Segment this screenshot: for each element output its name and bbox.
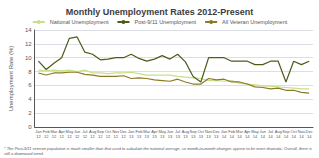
svg-text:Oct: Oct	[197, 129, 204, 134]
svg-text:13: 13	[144, 134, 149, 139]
svg-text:14: 14	[268, 134, 273, 139]
svg-text:13: 13	[168, 134, 173, 139]
svg-text:Dec: Dec	[212, 129, 220, 134]
svg-text:Aug: Aug	[181, 129, 189, 134]
svg-text:12: 12	[52, 134, 57, 139]
svg-text:Jun: Jun	[166, 129, 174, 134]
svg-text:8: 8	[28, 69, 32, 75]
svg-text:13: 13	[129, 134, 134, 139]
svg-text:12: 12	[106, 134, 111, 139]
svg-text:13: 13	[191, 134, 196, 139]
svg-text:Jul: Jul	[267, 129, 273, 134]
svg-text:Dec: Dec	[120, 129, 128, 134]
svg-text:Dec: Dec	[305, 129, 313, 134]
svg-text:Mar: Mar	[143, 129, 151, 134]
svg-text:Apr: Apr	[244, 129, 251, 134]
svg-text:14: 14	[245, 134, 250, 139]
svg-text:Sep: Sep	[96, 129, 104, 134]
svg-text:May: May	[158, 129, 166, 134]
svg-text:12: 12	[114, 134, 119, 139]
svg-text:Post-9/11 Unemployment: Post-9/11 Unemployment	[134, 19, 196, 25]
svg-text:14: 14	[276, 134, 281, 139]
svg-text:Feb: Feb	[42, 129, 50, 134]
svg-text:Jan: Jan	[128, 129, 135, 134]
svg-text:Unemployment Rate (%): Unemployment Rate (%)	[8, 46, 14, 112]
svg-text:13: 13	[183, 134, 188, 139]
svg-text:Aug: Aug	[274, 129, 282, 134]
svg-text:14: 14	[284, 134, 289, 139]
svg-text:Apr: Apr	[58, 129, 65, 134]
svg-text:14: 14	[261, 134, 266, 139]
svg-text:10: 10	[25, 55, 32, 61]
svg-text:12: 12	[36, 134, 41, 139]
svg-text:2: 2	[28, 110, 32, 116]
svg-text:12: 12	[83, 134, 88, 139]
svg-text:12: 12	[98, 134, 103, 139]
svg-text:12: 12	[67, 134, 72, 139]
svg-text:14: 14	[230, 134, 235, 139]
svg-text:Nov: Nov	[297, 129, 305, 134]
svg-text:Feb: Feb	[228, 129, 236, 134]
svg-text:* The Post-9/11 veteran popula: * The Post-9/11 veteran population is mu…	[4, 146, 312, 151]
svg-text:Oct: Oct	[290, 129, 297, 134]
svg-text:Monthly Unemployment Rates 201: Monthly Unemployment Rates 2012-Present	[66, 7, 254, 17]
svg-text:Jul: Jul	[175, 129, 181, 134]
svg-text:12: 12	[75, 134, 80, 139]
svg-text:Mar: Mar	[50, 129, 58, 134]
svg-text:14: 14	[299, 134, 304, 139]
svg-text:6: 6	[28, 82, 32, 88]
svg-text:14: 14	[222, 134, 227, 139]
svg-text:Jun: Jun	[259, 129, 266, 134]
svg-text:13: 13	[160, 134, 165, 139]
svg-text:Jun: Jun	[73, 129, 81, 134]
svg-text:13: 13	[206, 134, 211, 139]
svg-text:Sep: Sep	[282, 129, 290, 134]
svg-text:Nov: Nov	[205, 129, 213, 134]
svg-text:still a downward trend.: still a downward trend.	[4, 151, 44, 156]
svg-text:Jul: Jul	[82, 129, 88, 134]
svg-text:13: 13	[199, 134, 204, 139]
svg-text:13: 13	[137, 134, 142, 139]
svg-text:12: 12	[90, 134, 95, 139]
svg-text:All Veteran Unemployment: All Veteran Unemployment	[222, 19, 288, 25]
svg-text:Jan: Jan	[35, 129, 42, 134]
svg-text:Feb: Feb	[135, 129, 143, 134]
svg-text:12: 12	[59, 134, 64, 139]
svg-text:12: 12	[25, 41, 32, 47]
svg-text:0: 0	[28, 124, 32, 130]
svg-text:4: 4	[28, 96, 32, 102]
svg-text:12: 12	[121, 134, 126, 139]
svg-text:14: 14	[253, 134, 258, 139]
svg-text:Oct: Oct	[104, 129, 112, 134]
svg-text:May: May	[251, 129, 259, 134]
svg-text:May: May	[65, 129, 74, 134]
svg-text:National Unemployment: National Unemployment	[50, 19, 109, 25]
svg-text:Sep: Sep	[189, 129, 197, 134]
svg-text:13: 13	[175, 134, 180, 139]
svg-text:Nov: Nov	[112, 129, 120, 134]
svg-text:13: 13	[214, 134, 219, 139]
svg-text:14: 14	[307, 134, 312, 139]
svg-text:14: 14	[237, 134, 242, 139]
svg-text:Jan: Jan	[220, 129, 228, 134]
svg-text:Mar: Mar	[236, 129, 243, 134]
svg-text:14: 14	[25, 27, 32, 33]
svg-text:Aug: Aug	[89, 129, 97, 134]
svg-text:12: 12	[44, 134, 49, 139]
svg-text:Apr: Apr	[151, 129, 158, 134]
svg-text:13: 13	[152, 134, 157, 139]
svg-text:14: 14	[291, 134, 296, 139]
